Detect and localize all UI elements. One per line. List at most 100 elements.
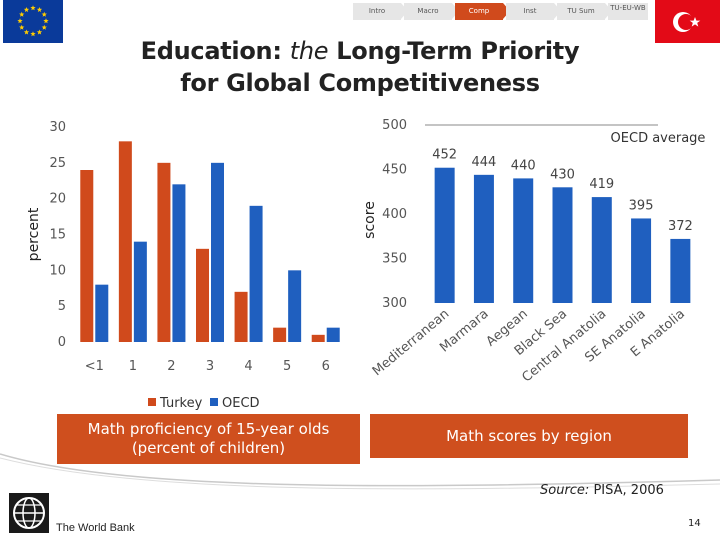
eu-star-icon: [17, 18, 23, 24]
bar-oecd: [326, 327, 340, 342]
y-tick-label: 10: [49, 263, 66, 278]
tab-macro[interactable]: Macro: [404, 3, 459, 20]
tab-tu-eu-wb[interactable]: TU-EU-WB: [608, 3, 648, 20]
world-bank-name: The World Bank: [56, 522, 135, 534]
eu-star-icon: [36, 6, 43, 13]
title-emphasis: the: [289, 37, 329, 65]
bar-oecd: [288, 270, 302, 342]
data-label: 444: [472, 155, 497, 170]
eu-star-icon: [41, 24, 47, 30]
data-label: 419: [589, 177, 614, 192]
source-text: PISA, 2006: [593, 483, 664, 498]
page-title: Education: the Long-Term Priority: [0, 36, 720, 67]
x-tick-label: 2: [167, 359, 175, 374]
x-tick-label: 6: [322, 359, 330, 374]
x-tick-label: 1: [129, 359, 137, 374]
y-tick-label: 300: [382, 296, 407, 311]
y-tick-label: 350: [382, 252, 407, 267]
right-caption-text: Math scores by region: [446, 426, 612, 445]
eu-star-icon: [36, 29, 43, 35]
bar-oecd: [211, 162, 224, 342]
tab-label: Inst: [523, 7, 537, 15]
y-tick-label: 20: [49, 192, 66, 207]
eu-star-icon: [19, 11, 25, 17]
data-label: 395: [629, 198, 654, 213]
bar-oecd: [249, 205, 263, 342]
world-bank-logo: [9, 493, 49, 533]
tab-label: Macro: [417, 7, 439, 15]
bar-turkey: [118, 141, 132, 342]
x-tick-label: 4: [244, 359, 252, 374]
eu-star-icon: [41, 11, 47, 17]
region-bar: [552, 187, 573, 303]
eu-stars-icon: [17, 5, 49, 37]
eu-star-icon: [19, 24, 25, 30]
right-caption: Math scores by region: [370, 414, 688, 458]
y-axis-label: percent: [26, 207, 42, 261]
tab-comp[interactable]: Comp: [455, 3, 510, 20]
data-label: 430: [550, 167, 575, 182]
legend-label-turkey: Turkey: [159, 396, 203, 411]
y-tick-label: 500: [382, 118, 407, 133]
globe-icon: [13, 497, 45, 529]
data-label: 372: [668, 219, 693, 234]
bar-oecd: [133, 241, 147, 342]
data-label: 440: [511, 158, 536, 173]
y-tick-label: 0: [58, 335, 66, 350]
bar-turkey: [311, 334, 325, 342]
page-title-line2: for Global Competitiveness: [180, 69, 540, 97]
left-caption-text: Math proficiency of 15-year olds (percen…: [87, 420, 330, 457]
legend-swatch-turkey: [148, 398, 156, 406]
bar-turkey: [80, 170, 94, 342]
tab-label: TU Sum: [567, 7, 595, 15]
data-label: 452: [432, 148, 457, 163]
left-chart: 0 5 10 15 20 25 30 percent <1 1 2 3 4 5 6 Turkey OECD: [26, 120, 340, 411]
tab-label: Intro: [368, 7, 386, 15]
eu-star-icon: [23, 29, 30, 35]
region-bar: [631, 218, 652, 303]
decorative-swoosh: [0, 453, 720, 490]
tab-inst[interactable]: Inst: [506, 3, 561, 20]
x-tick-label: 3: [206, 359, 214, 374]
x-tick-label: 5: [283, 359, 291, 374]
turkey-flag-logo: [655, 0, 720, 43]
eu-star-icon: [23, 6, 30, 13]
legend-swatch-oecd: [210, 398, 218, 406]
tab-tu-sum[interactable]: TU Sum: [557, 3, 612, 20]
eu-flag-logo: [3, 0, 63, 43]
region-bar: [591, 197, 612, 303]
crescent-star-icon: [673, 12, 701, 32]
region-bar: [434, 167, 455, 303]
y-axis-label: score: [362, 201, 378, 239]
eu-star-icon: [43, 18, 49, 24]
tab-label: TU-EU-WB: [610, 4, 646, 12]
bar-turkey: [157, 162, 171, 342]
bar-oecd: [172, 184, 186, 342]
title-part: Education:: [140, 37, 282, 65]
y-tick-label: 25: [49, 156, 66, 171]
eu-star-icon: [30, 5, 36, 11]
y-tick-label: 5: [58, 299, 66, 314]
source-label: Source:: [540, 483, 590, 498]
x-tick-label: <1: [85, 359, 104, 374]
region-bar: [670, 238, 691, 303]
y-tick-label: 15: [49, 228, 66, 243]
y-tick-label: 30: [49, 120, 66, 135]
tab-label: Comp: [468, 7, 490, 15]
eu-star-icon: [30, 31, 36, 37]
region-bar: [473, 174, 494, 303]
bar-turkey: [196, 248, 209, 342]
y-tick-label: 450: [382, 163, 407, 178]
source-note: Source: PISA, 2006: [540, 483, 664, 498]
bar-oecd: [95, 284, 109, 342]
left-caption: Math proficiency of 15-year olds (percen…: [57, 414, 360, 464]
title-part: Long-Term Priority: [336, 37, 580, 65]
page-number: 14: [688, 518, 701, 529]
bar-turkey: [234, 291, 248, 342]
y-tick-label: 400: [382, 207, 407, 222]
legend-label-oecd: OECD: [222, 396, 260, 411]
bar-turkey: [273, 327, 287, 342]
region-bar: [513, 178, 534, 303]
tab-intro[interactable]: Intro: [353, 3, 408, 20]
